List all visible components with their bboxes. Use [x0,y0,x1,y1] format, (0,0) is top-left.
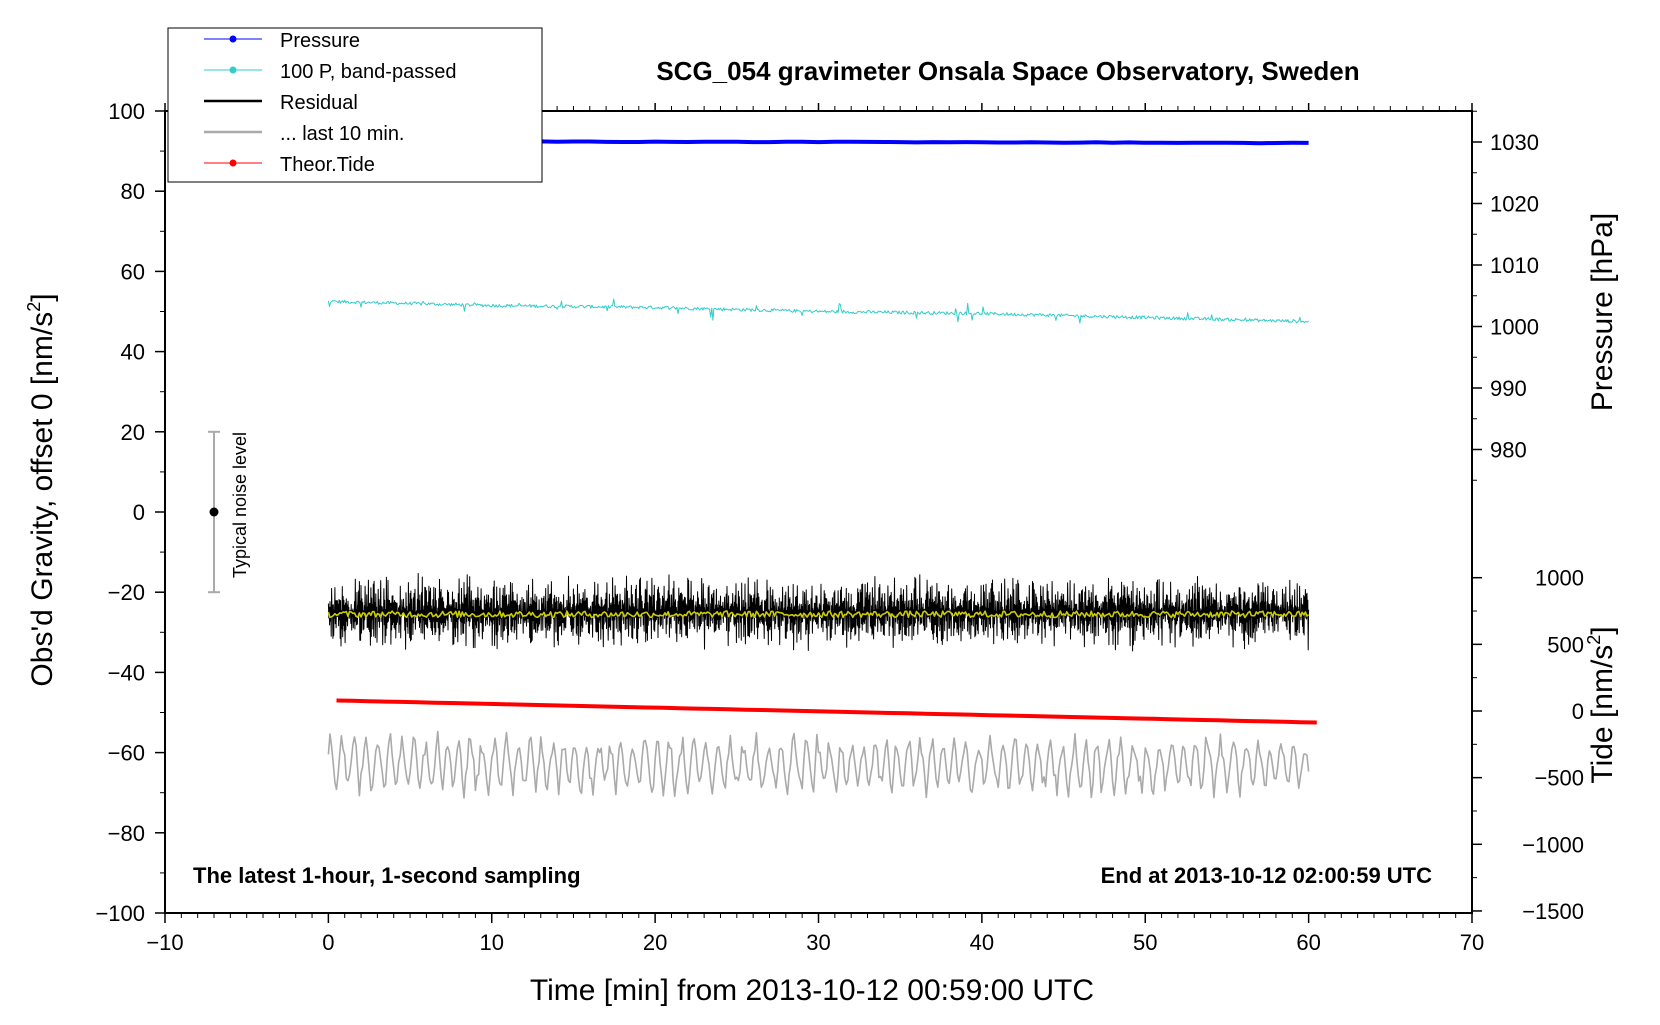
legend-label-residual: Residual [280,92,358,114]
x-tick-label: 40 [970,930,994,955]
x-tick-label: 0 [322,930,334,955]
tide-tick-label: −1500 [1522,899,1584,924]
tide-tick-label: 0 [1572,699,1584,724]
y-tick-label: −20 [108,580,145,605]
y-axis-title: Obs'd Gravity, offset 0 [nm/s2] [24,293,59,686]
legend-box [167,27,543,183]
y-axis-title-sup: 2 [24,302,44,312]
band-passed-line [327,298,1309,324]
y-tick-label: −100 [95,901,145,926]
pressure-tick-label: 1010 [1490,253,1539,278]
noise-label: Typical noise level [230,432,250,578]
y-axis-title-main: Obs'd Gravity, offset 0 [nm/s [26,312,59,687]
y-tick-label: −80 [108,821,145,846]
x-tick-label: 20 [643,930,667,955]
y-tick-label: 100 [108,99,145,124]
y-tick-label: 20 [121,420,145,445]
residual-line [327,573,1310,652]
legend-marker-theor-tide [229,159,237,167]
legend-item-last-10-min: ... last 10 min. [204,123,405,145]
chart-title: SCG_054 gravimeter Onsala Space Observat… [656,56,1359,86]
last-10-min-line [327,730,1310,799]
legend: Pressure 100 P, band-passed Residual ...… [167,27,543,183]
legend-item-pressure: Pressure [204,30,360,52]
tide-axis-title-sup: 2 [1584,635,1604,645]
annotation-right: End at 2013-10-12 02:00:59 UTC [1101,863,1432,888]
y-tick-label: 40 [121,340,145,365]
legend-label-pressure: Pressure [280,30,360,52]
plot-frame [164,110,1473,914]
pressure-tick-label: 1000 [1490,315,1539,340]
legend-label-band-passed: 100 P, band-passed [280,61,456,83]
y-tick-label: −40 [108,660,145,685]
legend-label-last-10-min: ... last 10 min. [280,123,405,145]
pressure-tick-label: 990 [1490,376,1527,401]
legend-marker-pressure [229,35,237,43]
y-tick-label: 80 [121,179,145,204]
pressure-tick-label: 1020 [1490,192,1539,217]
y-axis-title-end: ] [26,293,59,301]
legend-item-band-passed: 100 P, band-passed [204,61,456,83]
legend-marker-band-passed [229,66,237,74]
tide-axis-title-end: ] [1586,626,1619,634]
x-tick-label: −10 [146,930,183,955]
x-tick-label: 60 [1296,930,1320,955]
pressure-tick-label: 980 [1490,438,1527,463]
x-tick-label: 50 [1133,930,1157,955]
x-tick-label: 70 [1460,930,1484,955]
tide-tick-label: −1000 [1522,832,1584,857]
y-tick-label: 0 [133,500,145,525]
tide-tick-label: −500 [1534,766,1584,791]
legend-item-residual: Residual [204,92,358,114]
tide-axis-title: Tide [nm/s2] [1584,626,1619,783]
annotation-left: The latest 1-hour, 1-second sampling [193,863,581,888]
legend-label-theor-tide: Theor.Tide [280,154,375,176]
theor-tide-line [336,698,1317,725]
residual-smoothed-line [327,610,1310,619]
x-tick-label: 30 [806,930,830,955]
x-tick-label: 10 [480,930,504,955]
tide-tick-label: 1000 [1535,566,1584,591]
pressure-tick-label: 1030 [1490,130,1539,155]
legend-item-theor-tide: Theor.Tide [204,154,375,176]
pressure-axis-title: Pressure [hPa] [1586,213,1619,411]
x-axis-title: Time [min] from 2013-10-12 00:59:00 UTC [530,974,1094,1007]
y-tick-label: 60 [121,259,145,284]
noise-bar-center [209,507,219,517]
noise-bar [208,430,221,594]
tide-axis-title-main: Tide [nm/s [1586,645,1619,784]
y-tick-label: −60 [108,741,145,766]
tide-tick-label: 500 [1547,632,1584,657]
